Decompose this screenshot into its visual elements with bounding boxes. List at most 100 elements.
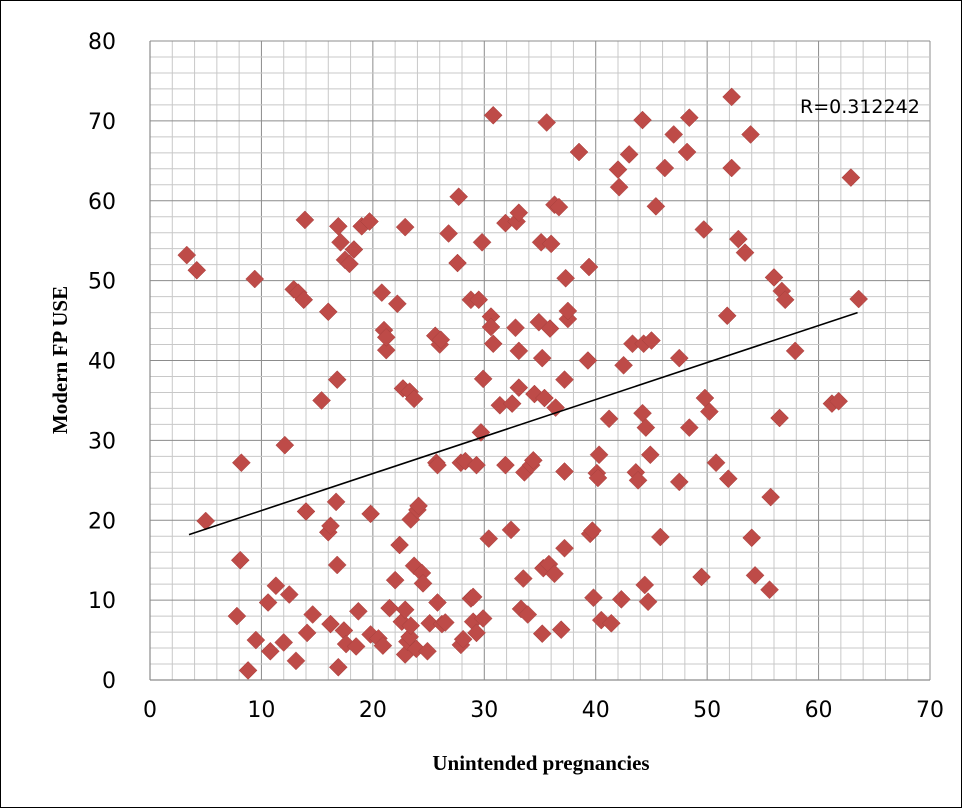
data-point xyxy=(770,408,789,428)
data-point xyxy=(395,600,415,620)
data-point xyxy=(608,160,628,179)
data-point xyxy=(360,212,379,231)
data-point xyxy=(321,516,340,536)
data-point xyxy=(741,125,760,144)
data-point xyxy=(523,450,543,470)
data-point xyxy=(327,555,347,575)
x-tick-label: 30 xyxy=(470,698,498,723)
data-point xyxy=(472,232,492,252)
data-point xyxy=(449,187,469,207)
data-point xyxy=(390,535,409,555)
data-point xyxy=(509,203,529,223)
data-point xyxy=(633,110,652,130)
data-point xyxy=(655,158,675,178)
data-point xyxy=(642,331,661,350)
data-point xyxy=(479,529,499,548)
data-point xyxy=(650,527,670,547)
data-point xyxy=(722,87,742,107)
data-point xyxy=(481,317,501,337)
data-point xyxy=(413,573,433,593)
data-point xyxy=(509,378,529,398)
data-point xyxy=(583,521,602,540)
y-tick-label: 30 xyxy=(88,429,116,454)
data-point xyxy=(312,391,331,410)
data-point xyxy=(471,423,491,442)
data-point xyxy=(551,620,571,640)
plot-area-border xyxy=(149,41,930,681)
data-point xyxy=(266,576,286,596)
data-point xyxy=(722,158,742,178)
data-point xyxy=(380,598,399,618)
y-tick-label: 50 xyxy=(88,270,116,295)
data-point xyxy=(385,570,405,590)
data-point xyxy=(404,389,424,409)
data-point xyxy=(409,496,428,516)
data-point xyxy=(764,268,784,287)
data-point xyxy=(467,455,486,475)
data-point xyxy=(328,657,348,677)
data-point xyxy=(628,470,648,490)
data-point xyxy=(599,409,619,429)
data-point xyxy=(245,269,265,289)
data-point xyxy=(361,504,380,524)
data-point xyxy=(636,418,656,437)
data-point xyxy=(679,418,699,437)
data-point xyxy=(785,341,805,361)
data-point xyxy=(376,327,396,347)
data-point xyxy=(532,348,552,368)
data-point xyxy=(435,613,455,632)
data-point xyxy=(540,319,560,338)
data-point xyxy=(448,253,467,273)
x-tick-label: 60 xyxy=(805,698,833,723)
data-point xyxy=(700,402,719,421)
data-point xyxy=(279,585,299,604)
x-axis-title: Unintended pregnancies xyxy=(432,751,649,775)
data-point xyxy=(677,142,697,162)
data-point xyxy=(775,290,795,310)
data-point xyxy=(294,290,314,310)
data-point xyxy=(260,641,280,661)
data-point xyxy=(614,355,633,375)
data-points xyxy=(177,87,869,680)
data-point xyxy=(401,616,421,636)
data-point xyxy=(439,224,458,243)
r-annotation: R=0.312242 xyxy=(800,96,920,118)
data-point xyxy=(296,502,316,521)
data-point xyxy=(303,605,323,624)
y-tick-label: 0 xyxy=(102,669,116,694)
data-point xyxy=(177,245,197,265)
data-point xyxy=(469,290,489,310)
data-point xyxy=(388,294,407,314)
data-point xyxy=(545,564,564,584)
data-point xyxy=(227,606,247,626)
data-point xyxy=(555,538,574,558)
data-point xyxy=(275,435,295,455)
data-point xyxy=(849,289,869,309)
trendline-line xyxy=(188,311,858,536)
y-tick-label: 40 xyxy=(88,350,116,375)
data-point xyxy=(473,609,493,628)
data-point xyxy=(473,369,493,389)
data-point xyxy=(601,613,621,633)
data-point xyxy=(483,334,503,354)
data-point xyxy=(669,348,689,368)
data-point xyxy=(496,455,515,475)
data-point xyxy=(502,394,522,413)
data-point xyxy=(619,145,639,164)
data-point xyxy=(541,234,561,254)
data-point xyxy=(286,651,306,671)
data-point xyxy=(535,388,554,408)
data-point xyxy=(760,580,779,600)
data-point xyxy=(589,445,609,465)
data-point xyxy=(718,469,738,489)
x-tick-label: 70 xyxy=(916,698,944,723)
data-point xyxy=(679,108,699,128)
data-point xyxy=(395,217,415,237)
x-tick-label: 10 xyxy=(247,698,275,723)
data-point xyxy=(321,614,340,634)
data-point xyxy=(745,566,765,585)
y-axis-title: Modern FP USE xyxy=(48,286,72,434)
y-tick-label: 70 xyxy=(88,110,116,135)
data-point xyxy=(549,197,569,217)
